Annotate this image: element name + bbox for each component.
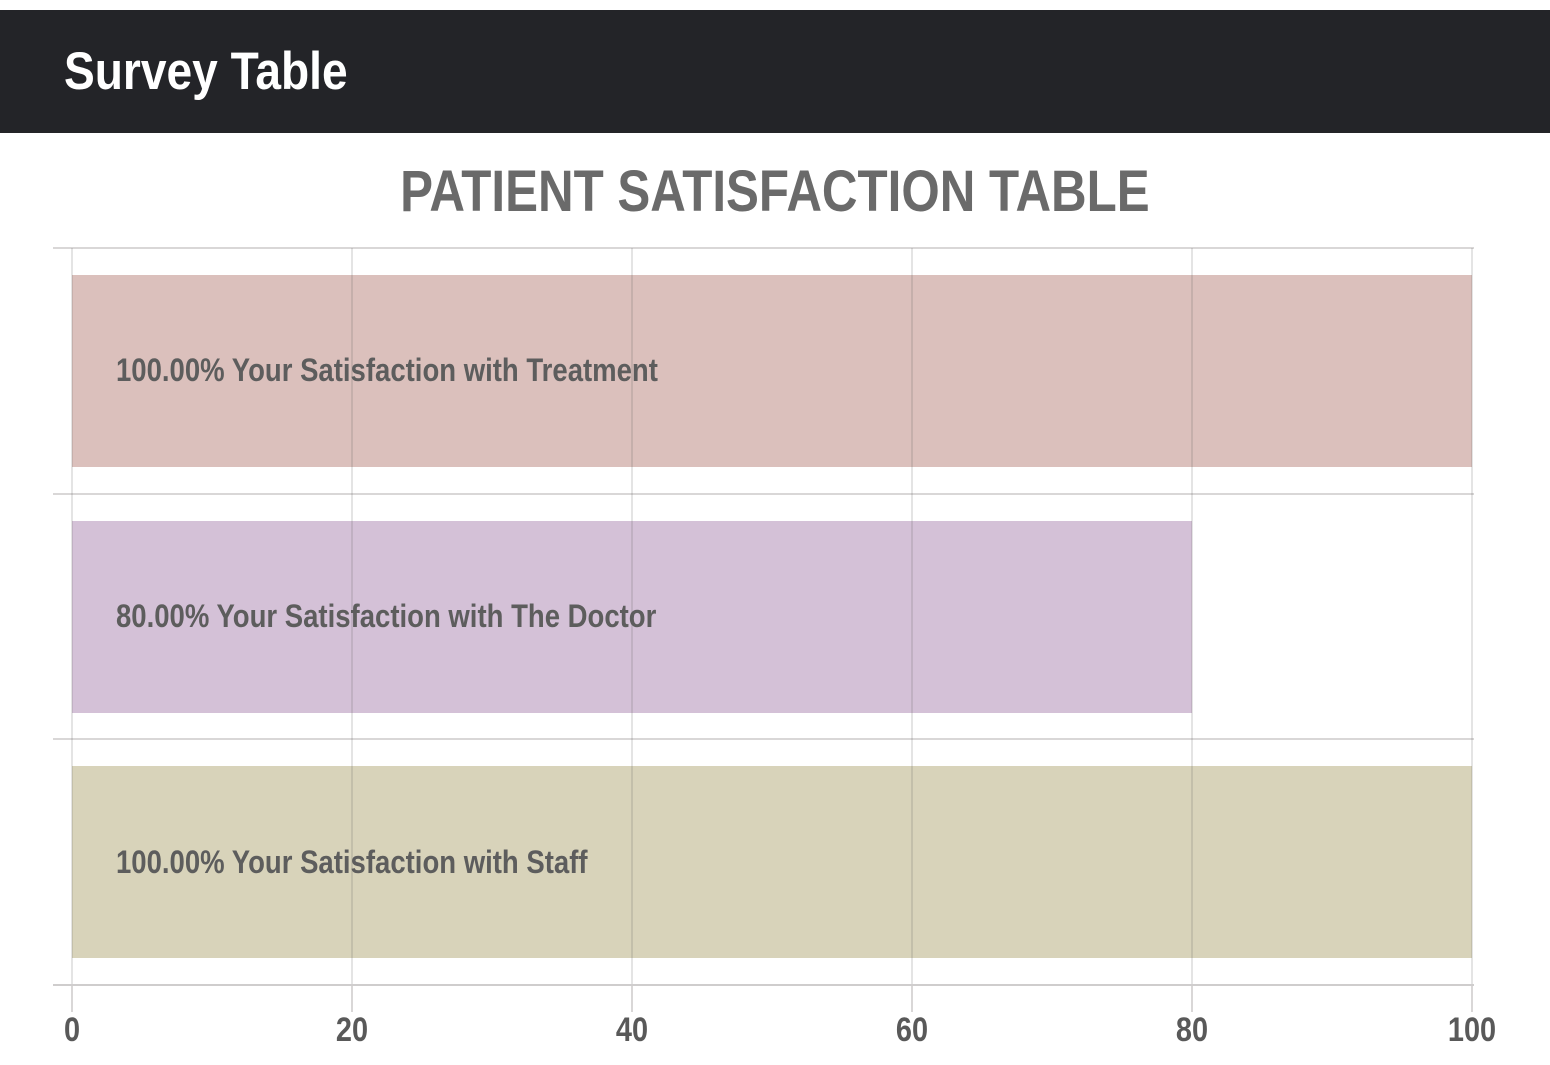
x-axis-line — [53, 984, 1474, 986]
bar-label: 100.00% Your Satisfaction with Treatment — [116, 352, 658, 389]
bar-label: 80.00% Your Satisfaction with The Doctor — [116, 598, 657, 634]
x-axis-tick — [351, 986, 353, 1012]
bar: 100.00% Your Satisfaction with Treatment — [72, 274, 1472, 467]
chart-title-area: PATIENT SATISFACTION TABLE — [0, 158, 1550, 225]
x-axis-tick-label: 20 — [335, 1011, 369, 1049]
x-axis-tick-label: 40 — [615, 1011, 649, 1049]
chart-row: 100.00% Your Satisfaction with Treatment — [72, 248, 1472, 494]
x-axis-tick-label: 60 — [895, 1011, 929, 1049]
x-axis-ticks — [71, 985, 1473, 1012]
x-axis-tick-labels: 0 20 40 60 80 100 — [64, 1011, 1496, 1055]
chart-row: 100.00% Your Satisfaction with Staff — [72, 739, 1472, 985]
x-axis-tick — [1471, 986, 1473, 1012]
x-axis-tick — [631, 986, 633, 1012]
bar-label: 100.00% Your Satisfaction with Staff — [116, 843, 588, 880]
bar: 100.00% Your Satisfaction with Staff — [72, 766, 1472, 959]
x-axis-tick — [71, 986, 73, 1012]
header-bar: Survey Table — [0, 10, 1550, 133]
x-axis-tick-label: 100 — [1447, 1011, 1497, 1049]
x-axis-tick-label: 80 — [1175, 1011, 1209, 1049]
horizontal-gridline — [53, 247, 1474, 249]
chart-row: 80.00% Your Satisfaction with The Doctor — [72, 494, 1472, 740]
horizontal-gridline — [53, 492, 1474, 495]
bar-chart-plot-area: 100.00% Your Satisfaction with Treatment… — [53, 247, 1474, 1012]
bar: 80.00% Your Satisfaction with The Doctor — [72, 520, 1192, 713]
page-title: Survey Table — [64, 42, 348, 101]
bar-rows: 100.00% Your Satisfaction with Treatment… — [72, 248, 1472, 985]
horizontal-gridline — [53, 738, 1474, 741]
x-axis-tick-label: 0 — [63, 1011, 81, 1049]
x-axis-tick — [1191, 986, 1193, 1012]
x-axis-tick — [911, 986, 913, 1012]
chart-title: PATIENT SATISFACTION TABLE — [400, 159, 1150, 224]
